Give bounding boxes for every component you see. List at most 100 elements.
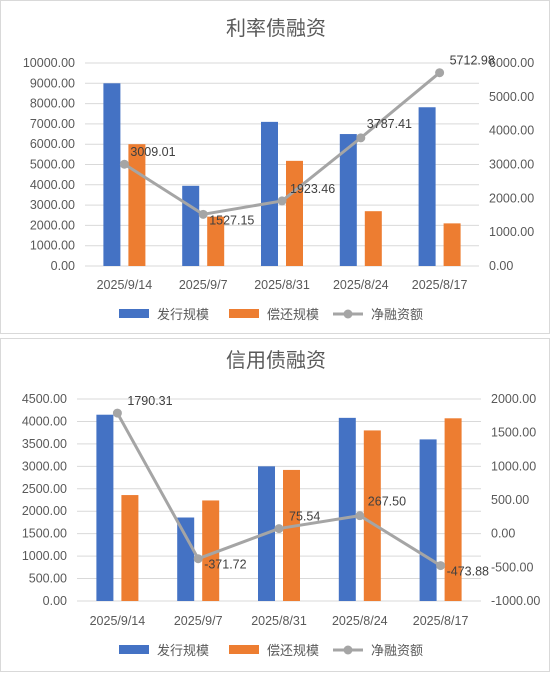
y-left-tick-label: 2000.00 (22, 504, 67, 518)
chart-title: 信用债融资 (226, 349, 326, 372)
bar-repay (363, 430, 381, 601)
chart-svg-credit-bonds: 信用债融资 0.00 500.00 1000.00 1500.00 2000.00 2500… (22, 349, 541, 658)
y-left-tick-label: 3000.00 (30, 198, 75, 212)
y-left-tick-label: 0.00 (43, 594, 67, 608)
bar-repay (128, 144, 146, 266)
x-tick-label: 2025/9/14 (97, 278, 153, 292)
bar-issue (419, 439, 437, 601)
data-label: -473.88 (447, 565, 489, 579)
net-point (435, 68, 445, 78)
bar-issue (338, 417, 356, 601)
net-point (436, 561, 446, 571)
x-tick-label: 2025/8/31 (254, 278, 310, 292)
y-left-tick-label: 1500.00 (22, 527, 67, 541)
net-point (119, 159, 129, 169)
legend-label: 偿还规模 (267, 307, 319, 322)
net-point (198, 209, 208, 219)
data-label: 75.54 (289, 510, 320, 524)
bar-repay (444, 418, 462, 601)
x-tick-label: 2025/9/7 (179, 278, 228, 292)
bar-issue (177, 517, 195, 601)
y-left-tick-label: 7000.00 (30, 117, 75, 131)
bar-issue (96, 414, 114, 601)
y-left-tick-label: 9000.00 (30, 76, 75, 90)
y-right-tick-label: 500.00 (491, 493, 529, 507)
net-point (355, 511, 365, 521)
y-right-tick-label: 1500.00 (491, 426, 536, 440)
data-label: 3787.41 (367, 117, 412, 131)
y-left-tick-label: 10000.00 (23, 56, 75, 70)
bar-repay (283, 469, 300, 601)
net-point (356, 133, 366, 143)
bar-repay (207, 216, 225, 266)
x-tick-label: 2025/9/7 (174, 614, 223, 628)
legend-swatch (119, 645, 149, 654)
y-left-tick-label: 3500.00 (22, 437, 67, 451)
y-right-tick-label: 0.00 (489, 259, 513, 273)
chart-title: 利率债融资 (226, 17, 326, 40)
x-tick-label: 2025/8/24 (332, 614, 388, 628)
y-left-tick-label: 8000.00 (30, 97, 75, 111)
data-label: -371.72 (204, 558, 246, 572)
net-line (116, 412, 442, 567)
legend-label: 发行规模 (157, 307, 209, 322)
chart-svg-interest-rate-bonds: 利率债融资 0.00 1000.00 2000.00 3000.00 4000.00 500… (23, 17, 534, 322)
y-left-tick-label: 2500.00 (22, 482, 67, 496)
bar-repay (364, 211, 382, 266)
y-right-tick-label: 6000.00 (489, 56, 534, 70)
legend-label: 偿还规模 (267, 643, 319, 658)
data-label: 3009.01 (130, 145, 175, 159)
y-right-tick-label: -500.00 (491, 560, 533, 574)
chart-panel-credit-bonds: 信用债融资 0.00 500.00 1000.00 1500.00 2000.00 2500… (0, 338, 550, 672)
bar-issue (339, 134, 357, 266)
legend-swatch (119, 309, 149, 318)
bar-repay (286, 160, 303, 266)
data-label: 1923.46 (290, 182, 335, 196)
x-tick-label: 2025/8/24 (333, 278, 389, 292)
y-left-tick-label: 5000.00 (30, 158, 75, 172)
y-left-tick-label: 500.00 (29, 572, 67, 586)
y-right-tick-label: 1000.00 (491, 459, 536, 473)
legend-label: 净融资额 (371, 643, 423, 658)
legend-swatch-marker (343, 645, 353, 655)
x-tick-label: 2025/8/17 (413, 614, 469, 628)
bar-issue (103, 83, 121, 266)
data-label: 267.50 (368, 495, 406, 509)
y-right-tick-label: 2000.00 (491, 392, 536, 406)
bar-repay (202, 500, 220, 601)
y-left-tick-label: 4500.00 (22, 392, 67, 406)
bar-repay (443, 223, 461, 266)
x-tick-label: 2025/9/14 (90, 614, 146, 628)
net-line (123, 71, 441, 216)
net-point (277, 196, 287, 206)
y-left-tick-label: 1000.00 (22, 549, 67, 563)
y-right-tick-label: -1000.00 (491, 594, 540, 608)
y-left-tick-label: 1000.00 (30, 239, 75, 253)
net-point (193, 554, 203, 564)
data-label: 1790.31 (127, 394, 172, 408)
bar-issue (182, 185, 200, 266)
x-tick-label: 2025/8/17 (412, 278, 468, 292)
y-left-tick-label: 4000.00 (22, 414, 67, 428)
legend-swatch-marker (343, 309, 353, 319)
y-left-tick-label: 0.00 (51, 259, 75, 273)
legend-swatch (229, 309, 259, 318)
y-left-tick-label: 4000.00 (30, 178, 75, 192)
net-point (112, 408, 122, 418)
x-tick-label: 2025/8/31 (251, 614, 307, 628)
bar-issue (261, 121, 278, 267)
y-left-tick-label: 2000.00 (30, 218, 75, 232)
legend-swatch (229, 645, 259, 654)
chart-panel-interest-rate-bonds: 利率债融资 0.00 1000.00 2000.00 3000.00 4000.00 500… (0, 0, 550, 334)
legend-label: 发行规模 (157, 643, 209, 658)
y-right-tick-label: 2000.00 (489, 191, 534, 205)
bar-repay (121, 495, 139, 601)
legend-label: 净融资额 (371, 307, 423, 322)
y-right-tick-label: 1000.00 (489, 225, 534, 239)
y-right-tick-label: 0.00 (491, 527, 515, 541)
y-left-tick-label: 3000.00 (22, 459, 67, 473)
y-left-tick-label: 6000.00 (30, 137, 75, 151)
bar-issue (418, 107, 436, 266)
y-right-tick-label: 4000.00 (489, 124, 534, 138)
y-right-tick-label: 5000.00 (489, 90, 534, 104)
